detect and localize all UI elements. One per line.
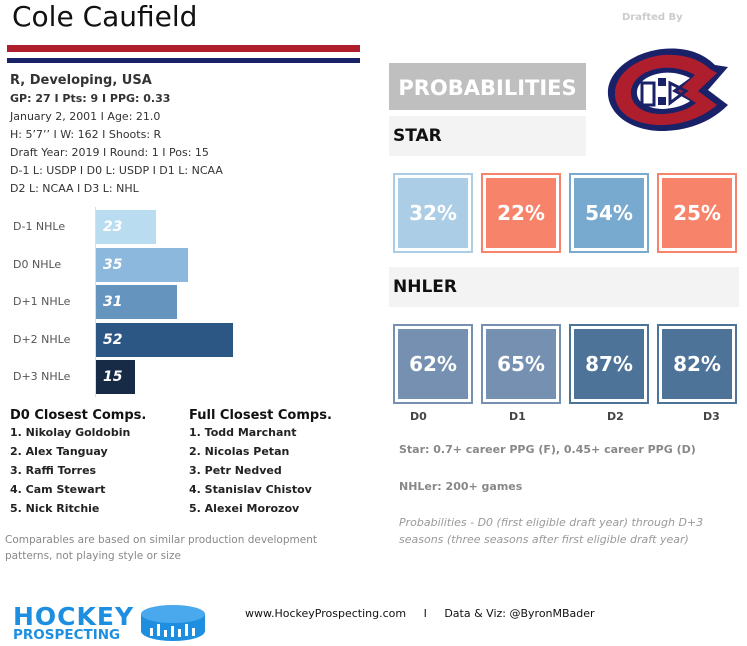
position-status: R, Developing, USA bbox=[10, 73, 152, 88]
probability-value: 62% bbox=[398, 329, 468, 399]
canadiens-logo bbox=[600, 45, 736, 135]
bar-value: 23 bbox=[103, 219, 123, 235]
bar-value: 31 bbox=[103, 294, 123, 310]
navy-divider bbox=[7, 58, 360, 63]
nhler-probability-box: 65% bbox=[481, 324, 561, 404]
birth-line: January 2, 2001 I Age: 21.0 bbox=[10, 110, 161, 123]
puck-icon bbox=[140, 604, 206, 646]
comp-item: 3. Raffi Torres bbox=[10, 464, 97, 477]
probability-value: 87% bbox=[574, 329, 644, 399]
bar-value: 15 bbox=[103, 369, 123, 385]
bar-value: 52 bbox=[103, 331, 123, 348]
d0-comps: D0 Closest Comps. 1. Nikolay Goldobin 2.… bbox=[10, 408, 146, 518]
stats-line: GP: 27 I Pts: 9 I PPG: 0.33 bbox=[10, 92, 171, 105]
nhler-probability-box: 82% bbox=[657, 324, 737, 404]
season-label: D0 bbox=[410, 410, 427, 423]
bar-label: D+2 NHLe bbox=[13, 332, 71, 346]
bar-axis bbox=[95, 207, 96, 397]
full-comps-title: Full Closest Comps. bbox=[189, 408, 332, 423]
draft-line: Draft Year: 2019 I Round: 1 I Pos: 15 bbox=[10, 146, 209, 159]
nhle-bar: 35 bbox=[95, 247, 188, 282]
star-probability-box: 25% bbox=[657, 173, 737, 253]
star-probability-box: 54% bbox=[569, 173, 649, 253]
comp-item: 2. Alex Tanguay bbox=[10, 445, 108, 458]
nhler-probability-box: 62% bbox=[393, 324, 473, 404]
probability-value: 65% bbox=[486, 329, 556, 399]
player-info: R, Developing, USA GP: 27 I Pts: 9 I PPG… bbox=[10, 72, 223, 198]
probability-value: 82% bbox=[662, 329, 732, 399]
league-line-2: D2 L: NCAA I D3 L: NHL bbox=[10, 182, 139, 195]
bar-label: D0 NHLe bbox=[13, 257, 62, 271]
comp-item: 3. Petr Nedved bbox=[189, 464, 282, 477]
probabilities-header: PROBABILITIES bbox=[389, 63, 586, 110]
league-line-1: D-1 L: USDP I D0 L: USDP I D1 L: NCAA bbox=[10, 164, 223, 177]
star-probability-box: 32% bbox=[393, 173, 473, 253]
red-divider bbox=[7, 45, 360, 52]
full-comps: Full Closest Comps. 1. Todd Marchant 2. … bbox=[189, 408, 332, 518]
comp-item: 4. Cam Stewart bbox=[10, 483, 106, 496]
comp-item: 4. Stanislav Chistov bbox=[189, 483, 312, 496]
season-label: D1 bbox=[509, 410, 526, 423]
size-line: H: 5’7’’ I W: 162 I Shoots: R bbox=[10, 128, 162, 141]
bar-label: D-1 NHLe bbox=[13, 220, 66, 233]
logo-text-bottom: PROSPECTING bbox=[13, 627, 121, 643]
season-label: D2 bbox=[607, 410, 624, 423]
star-section-header: STAR bbox=[389, 116, 586, 156]
probability-value: 32% bbox=[398, 178, 468, 248]
probability-value: 54% bbox=[574, 178, 644, 248]
nhler-definition: NHLer: 200+ games bbox=[399, 480, 523, 493]
nhle-bar: 15 bbox=[95, 360, 135, 394]
bar-value: 35 bbox=[103, 256, 123, 273]
season-label: D3 bbox=[703, 410, 720, 423]
nhler-probability-box: 87% bbox=[569, 324, 649, 404]
bar-label: D+3 NHLe bbox=[13, 370, 71, 383]
credit-text: Data & Viz: @ByronMBader bbox=[444, 607, 595, 620]
drafted-by-label: Drafted By bbox=[622, 12, 683, 23]
website-link[interactable]: www.HockeyProspecting.com bbox=[245, 607, 407, 620]
nhle-bar: 31 bbox=[95, 285, 178, 319]
nhle-bar: 52 bbox=[95, 322, 233, 357]
footer-credits: www.HockeyProspecting.com I Data & Viz: … bbox=[245, 607, 595, 620]
player-name: Cole Caufield bbox=[12, 0, 198, 33]
comp-item: 5. Nick Ritchie bbox=[10, 502, 100, 515]
hockey-prospecting-logo: HOCKEY PROSPECTING bbox=[13, 604, 134, 643]
logo-text-top: HOCKEY bbox=[13, 602, 135, 631]
star-probability-box: 22% bbox=[481, 173, 561, 253]
nhler-section-header: NHLER bbox=[389, 267, 739, 307]
d0-comps-title: D0 Closest Comps. bbox=[10, 408, 147, 423]
probabilities-note: Probabilities - D0 (first eligible draft… bbox=[399, 516, 704, 546]
star-definition: Star: 0.7+ career PPG (F), 0.45+ career … bbox=[399, 443, 696, 456]
comp-item: 2. Nicolas Petan bbox=[189, 445, 290, 458]
comp-item: 1. Nikolay Goldobin bbox=[10, 426, 131, 439]
comp-item: 1. Todd Marchant bbox=[189, 426, 297, 439]
probability-value: 25% bbox=[662, 178, 732, 248]
nhle-bar: 23 bbox=[95, 210, 156, 244]
bar-label: D+1 NHLe bbox=[13, 295, 71, 308]
footer-separator: I bbox=[423, 607, 427, 620]
probability-value: 22% bbox=[486, 178, 556, 248]
comp-item: 5. Alexei Morozov bbox=[189, 502, 300, 515]
comps-note: Comparables are based on similar product… bbox=[5, 534, 317, 562]
